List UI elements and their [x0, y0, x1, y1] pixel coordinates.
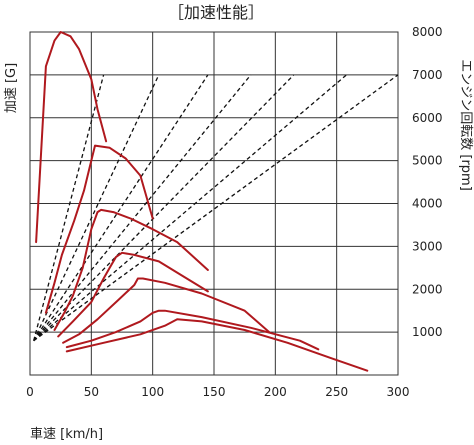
gear-lines	[33, 74, 399, 342]
y-tick-label-right: 8000	[412, 25, 443, 39]
x-tick-label: 200	[264, 385, 287, 399]
x-axis-ticks: 0 50 100 150 200 250 300	[26, 385, 409, 399]
accel-curve-gear-5	[62, 277, 271, 344]
accel-curve-gear-3	[53, 208, 209, 331]
y-axis-label-left: 加速 [G]	[4, 63, 19, 113]
gear-line-4	[33, 74, 252, 342]
y-axis-label-right: エンジン回転数 [rpm]	[458, 59, 473, 191]
x-axis-label: 車速 [km/h]	[30, 427, 103, 442]
gear-line-1	[33, 74, 105, 341]
gear-line-7	[33, 74, 399, 342]
gear-line-2	[33, 74, 160, 341]
x-tick-label: 0	[26, 385, 34, 399]
accel-curve-gear-7	[65, 318, 369, 372]
accel-curve-gear-4	[57, 251, 209, 338]
x-tick-label: 300	[387, 385, 410, 399]
y-tick-label-right: 1000	[412, 325, 443, 339]
gear-line-3	[33, 74, 209, 342]
chart-title: ［加速性能］	[168, 3, 264, 22]
acceleration-series	[35, 31, 369, 372]
gear-line-6	[33, 74, 347, 342]
x-tick-label: 250	[325, 385, 348, 399]
y-tick-label-right: 3000	[412, 239, 443, 253]
y-tick-label-right: 5000	[412, 154, 443, 168]
accel-curve-gear-6	[65, 309, 320, 351]
y-tick-label-right: 2000	[412, 282, 443, 296]
x-tick-label: 100	[141, 385, 164, 399]
x-tick-label: 50	[84, 385, 99, 399]
gear-line-5	[33, 74, 295, 342]
accel-curve-gear-2	[44, 144, 154, 314]
accel-curve-gear-1	[35, 31, 108, 244]
x-tick-label: 150	[203, 385, 226, 399]
y-tick-label-right: 6000	[412, 111, 443, 125]
y-axis-ticks-right: 1000 2000 3000 4000 5000 6000 7000 8000	[412, 25, 443, 339]
y-tick-label-right: 4000	[412, 197, 443, 211]
y-tick-label-right: 7000	[412, 68, 443, 82]
